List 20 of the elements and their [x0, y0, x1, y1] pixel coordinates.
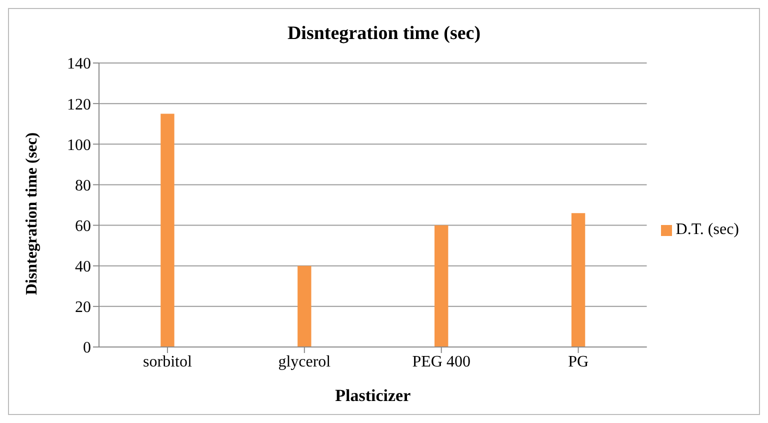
y-tick-label: 140	[67, 56, 91, 73]
y-tick-label: 0	[83, 340, 91, 357]
bar	[434, 225, 448, 347]
x-axis-title: Plasticizer	[335, 386, 412, 405]
x-tick-label: PEG 400	[412, 353, 470, 370]
bar	[571, 213, 586, 347]
x-tick-label: PG	[568, 353, 589, 370]
legend-label: D.T. (sec)	[676, 221, 739, 238]
bar	[298, 266, 312, 347]
y-tick-label: 100	[67, 136, 91, 154]
bar	[160, 114, 174, 347]
y-tick-label: 80	[75, 177, 91, 194]
chart-title: Disntegration time (sec)	[286, 23, 482, 45]
x-tick-label: sorbitol	[143, 353, 192, 370]
y-axis-title: Disntegration time (sec)	[24, 132, 41, 295]
y-tick-label: 40	[75, 258, 91, 276]
y-tick-label: 120	[67, 96, 91, 114]
x-tick-label: glycerol	[278, 353, 332, 370]
y-tick-label: 60	[75, 218, 91, 235]
y-tick-label: 20	[75, 299, 91, 316]
